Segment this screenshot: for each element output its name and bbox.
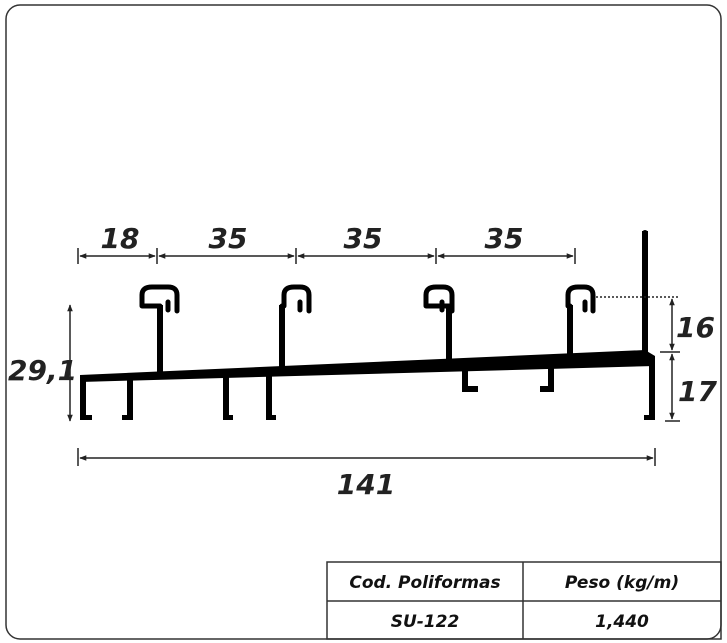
dimension-label-35: 35 <box>344 222 383 255</box>
aluminum-profile <box>80 230 655 420</box>
profile-hook <box>548 362 554 392</box>
profile-clip-head <box>423 284 455 314</box>
profile-clip-head <box>139 284 180 314</box>
profile-clip-head <box>279 284 312 314</box>
profile-tall-fin <box>642 231 648 353</box>
profile-clips <box>157 305 573 377</box>
dimension-lines <box>67 248 680 466</box>
dimension-label-35: 35 <box>209 222 248 255</box>
spec-table <box>326 561 722 640</box>
table-cell-code: SU-122 <box>391 612 460 632</box>
profile-leg <box>223 376 229 420</box>
profile-hook <box>462 364 468 392</box>
dimension-label-overall-width: 141 <box>337 468 395 501</box>
dimension-label-35: 35 <box>485 222 524 255</box>
profile-leg <box>127 378 133 420</box>
profile-leg <box>266 374 272 420</box>
dimension-label-total-height: 29,1 <box>8 354 77 387</box>
table-cell-weight: 1,440 <box>595 612 649 632</box>
dimension-label-upper-height: 16 <box>676 311 715 344</box>
dimension-label-lower-height: 17 <box>678 375 717 408</box>
profile-leg <box>649 362 655 420</box>
table-header-code: Cod. Poliformas <box>349 573 500 593</box>
drawing-border <box>5 4 722 640</box>
table-header-weight: Peso (kg/m) <box>565 573 679 593</box>
dimension-label-18: 18 <box>101 222 140 255</box>
profile-clip-head <box>565 284 596 314</box>
profile-base-plate <box>80 350 655 382</box>
profile-leg <box>80 380 86 420</box>
